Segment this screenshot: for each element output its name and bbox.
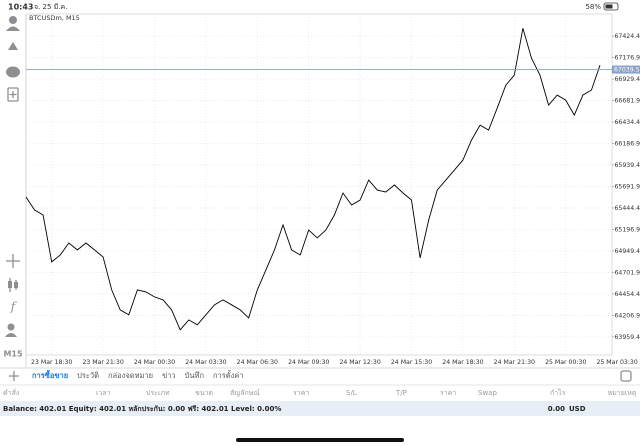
timeframe-button[interactable]: M15 (3, 350, 23, 359)
chart-frame (25, 13, 613, 356)
y-tick-label: 65691.90 (615, 184, 640, 191)
chart: 63959.40 64206.90 64454.40 64701.90 64949.40… (25, 14, 640, 366)
chat-icon[interactable] (6, 66, 20, 78)
y-tick-label: 66434.40 (615, 119, 640, 126)
y-tick-label: 66681.90 (615, 98, 640, 105)
column-header: T/P (395, 389, 407, 397)
tab[interactable]: การซื้อขาย (32, 369, 68, 380)
y-tick-label: 64206.90 (615, 312, 640, 319)
tabs: การซื้อขาย ประวัติ กล่องจดหมาย ข่าว บันทึก กา… (32, 369, 244, 380)
x-tick-label: 24 Mar 15:30 (391, 359, 432, 366)
account-icon[interactable] (9, 16, 17, 24)
y-tick-label: 65939.40 (615, 162, 640, 169)
new-doc-plus (9, 91, 17, 98)
x-tick-label: 23 Mar 21:30 (82, 359, 123, 366)
column-header: สัญลักษณ์ (230, 389, 260, 397)
column-header: ราคา (293, 389, 309, 397)
tab[interactable]: กล่องจดหมาย (108, 371, 153, 380)
x-tick-label: 24 Mar 21:30 (494, 359, 535, 366)
status-date: จ. 25 มี.ค. (34, 3, 67, 11)
column-headers: คำสั่ง เวลา ประเภท ขนาด สัญลักษณ์ ราคา S/L T/P ร… (3, 388, 637, 397)
column-header: Swap (478, 389, 497, 397)
home-indicator (236, 438, 404, 442)
column-header: S/L (346, 389, 357, 397)
column-header: ราคา (440, 389, 456, 397)
account-icon-body (6, 26, 20, 31)
y-tick-label: 64701.90 (615, 269, 640, 276)
account-currency: USD (569, 405, 586, 413)
toolbar-icons: f (5, 16, 20, 337)
tab[interactable]: การตั้งค่า (213, 370, 244, 380)
x-tick-label: 24 Mar 18:30 (442, 359, 483, 366)
y-tick-label: 65196.90 (615, 226, 640, 233)
x-tick-label: 24 Mar 00:30 (134, 359, 175, 366)
account-row (0, 401, 640, 416)
battery-icon (603, 2, 619, 11)
x-tick-label: 24 Mar 09:30 (288, 359, 329, 366)
account-summary: Balance: 402.01 Equity: 402.01 หลักประกั… (3, 405, 281, 413)
trade-icon[interactable] (8, 42, 18, 50)
status-battery: 58% (585, 3, 601, 11)
x-tick-label: 25 Mar 00:30 (545, 359, 586, 366)
x-tick-label: 25 Mar 03:30 (596, 359, 637, 366)
x-tick-label: 24 Mar 12:30 (339, 359, 380, 366)
tab[interactable]: ประวัติ (77, 371, 99, 380)
y-tick-label: 65444.40 (615, 205, 640, 212)
objects-icon[interactable] (7, 323, 15, 331)
y-tick-label: 63959.40 (615, 334, 640, 341)
x-tick-label: 24 Mar 03:30 (185, 359, 226, 366)
chart-title: BTCUSDm, M15 (29, 14, 80, 22)
current-price-label: 67039.50 (614, 67, 640, 74)
tab[interactable]: ข่าว (162, 371, 176, 380)
y-tick-label: 64454.40 (615, 291, 640, 298)
account-profit: 0.00 (548, 405, 565, 413)
layout-icon[interactable] (620, 370, 632, 382)
crosshair-icon[interactable] (6, 254, 20, 268)
y-tick-label: 67424.40 (615, 33, 640, 40)
column-header: กำไร (550, 388, 566, 397)
current-price-box (612, 65, 640, 74)
y-tick-label: 67176.90 (615, 55, 640, 62)
candle-body (14, 282, 18, 288)
add-button[interactable] (9, 371, 19, 381)
objects-icon-body (5, 333, 17, 337)
x-tick-label: 24 Mar 06:30 (237, 359, 278, 366)
new-doc-icon[interactable] (7, 87, 19, 102)
column-header: หมายเหตุ (608, 389, 637, 397)
y-tick-label: 66929.40 (615, 76, 640, 83)
indicator-icon[interactable]: f (10, 300, 18, 314)
y-tick-label: 64949.40 (615, 248, 640, 255)
battery-level (605, 4, 613, 9)
price-line (25, 28, 601, 331)
y-tick-label: 66186.90 (615, 141, 640, 148)
candle-body (8, 281, 12, 288)
column-header: คำสั่ง (3, 388, 19, 397)
tab[interactable]: บันทึก (185, 371, 204, 380)
column-header: เวลา (96, 389, 111, 397)
column-header: ประเภท (146, 389, 170, 397)
x-tick-label: 23 Mar 18:30 (31, 359, 72, 366)
column-header: ขนาด (195, 389, 213, 397)
status-time: 10:43 (8, 3, 33, 12)
